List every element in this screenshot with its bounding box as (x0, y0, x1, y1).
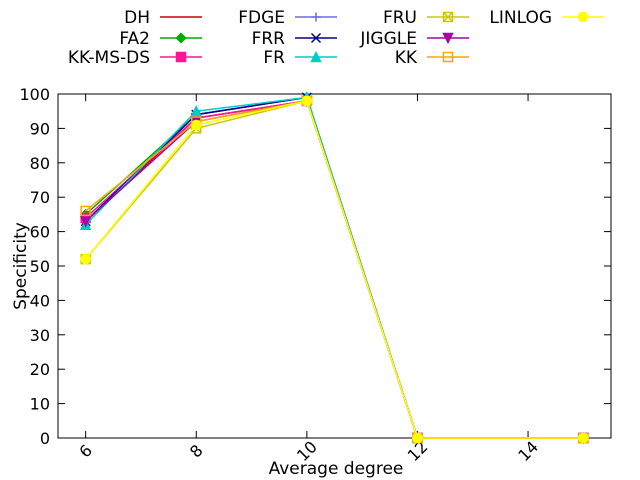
y-tick-label: 60 (30, 223, 50, 242)
legend-marker (577, 11, 589, 23)
y-tick-label: 20 (30, 360, 50, 379)
data-point-linlog (578, 432, 589, 444)
legend-marker (311, 12, 321, 22)
y-tick-label: 50 (30, 257, 50, 276)
data-point-kk (80, 205, 91, 217)
y-tick-label: 70 (30, 188, 50, 207)
data-point-jiggle (79, 216, 92, 228)
legend-label: FRU (383, 8, 417, 28)
legend-item-fru: FRU (383, 8, 469, 28)
plot-area (79, 91, 590, 445)
series-fr (79, 91, 590, 444)
plot-border (57, 93, 612, 439)
x-axis-label: Average degree (269, 459, 404, 479)
legend-label: KK-MS-DS (68, 48, 150, 68)
legend-item-linlog: LINLOG (489, 8, 604, 28)
y-tick-label: 80 (30, 154, 50, 173)
legend-marker (310, 50, 322, 63)
y-tick-label: 40 (30, 291, 50, 310)
y-tick-label: 100 (19, 85, 50, 104)
y-tick-label: 10 (30, 395, 50, 414)
legend-item-fr: FR (263, 48, 337, 68)
legend-marker (175, 32, 187, 44)
series-frr (80, 92, 589, 444)
series-line-fr (85, 96, 584, 439)
legend-marker (310, 32, 322, 44)
legend-label: FA2 (119, 29, 150, 49)
data-point-linlog (80, 253, 91, 265)
legend-label: LINLOG (489, 8, 552, 28)
legend-item-jiggle: JIGGLE (359, 29, 469, 49)
legend-label: FDGE (238, 8, 285, 28)
series-jiggle (79, 95, 590, 445)
data-point-fr (190, 105, 202, 117)
legend-label: KK (395, 48, 418, 68)
data-point-linlog (412, 432, 423, 444)
legend-item-kk: KK (395, 48, 469, 68)
series-kk (80, 95, 589, 444)
legend-marker (442, 11, 454, 23)
legend-label: JIGGLE (359, 29, 417, 49)
series-fa2 (80, 91, 589, 444)
legend-label: FR (263, 48, 285, 68)
y-axis-label: Specificity (11, 222, 31, 310)
legend-label: DH (124, 8, 150, 28)
series-line-kk (85, 100, 584, 439)
y-tick-label: 30 (30, 326, 50, 345)
legend-item-dh: DH (124, 8, 202, 28)
x-tick-label: 6 (75, 441, 96, 462)
x-tick-label: 8 (186, 441, 207, 462)
data-point-linlog (301, 95, 313, 107)
legend-marker (175, 51, 187, 63)
y-tick-label: 0 (40, 429, 50, 448)
legend-item-fdge: FDGE (238, 8, 337, 28)
legend-item-fa2: FA2 (119, 29, 202, 49)
series-fdge (81, 92, 588, 443)
legend-item-kk-ms-ds: KK-MS-DS (68, 48, 202, 68)
data-point-linlog (191, 119, 202, 131)
series-fru (80, 95, 589, 444)
y-tick-label: 90 (30, 119, 50, 138)
legend-marker (442, 32, 454, 45)
x-tick-label: 14 (514, 437, 542, 465)
series-linlog (80, 95, 589, 444)
legend-marker (442, 51, 454, 63)
legend-item-frr: FRR (252, 29, 337, 49)
legend-label: FRR (252, 29, 286, 49)
series-kk-ms-ds (80, 95, 589, 444)
